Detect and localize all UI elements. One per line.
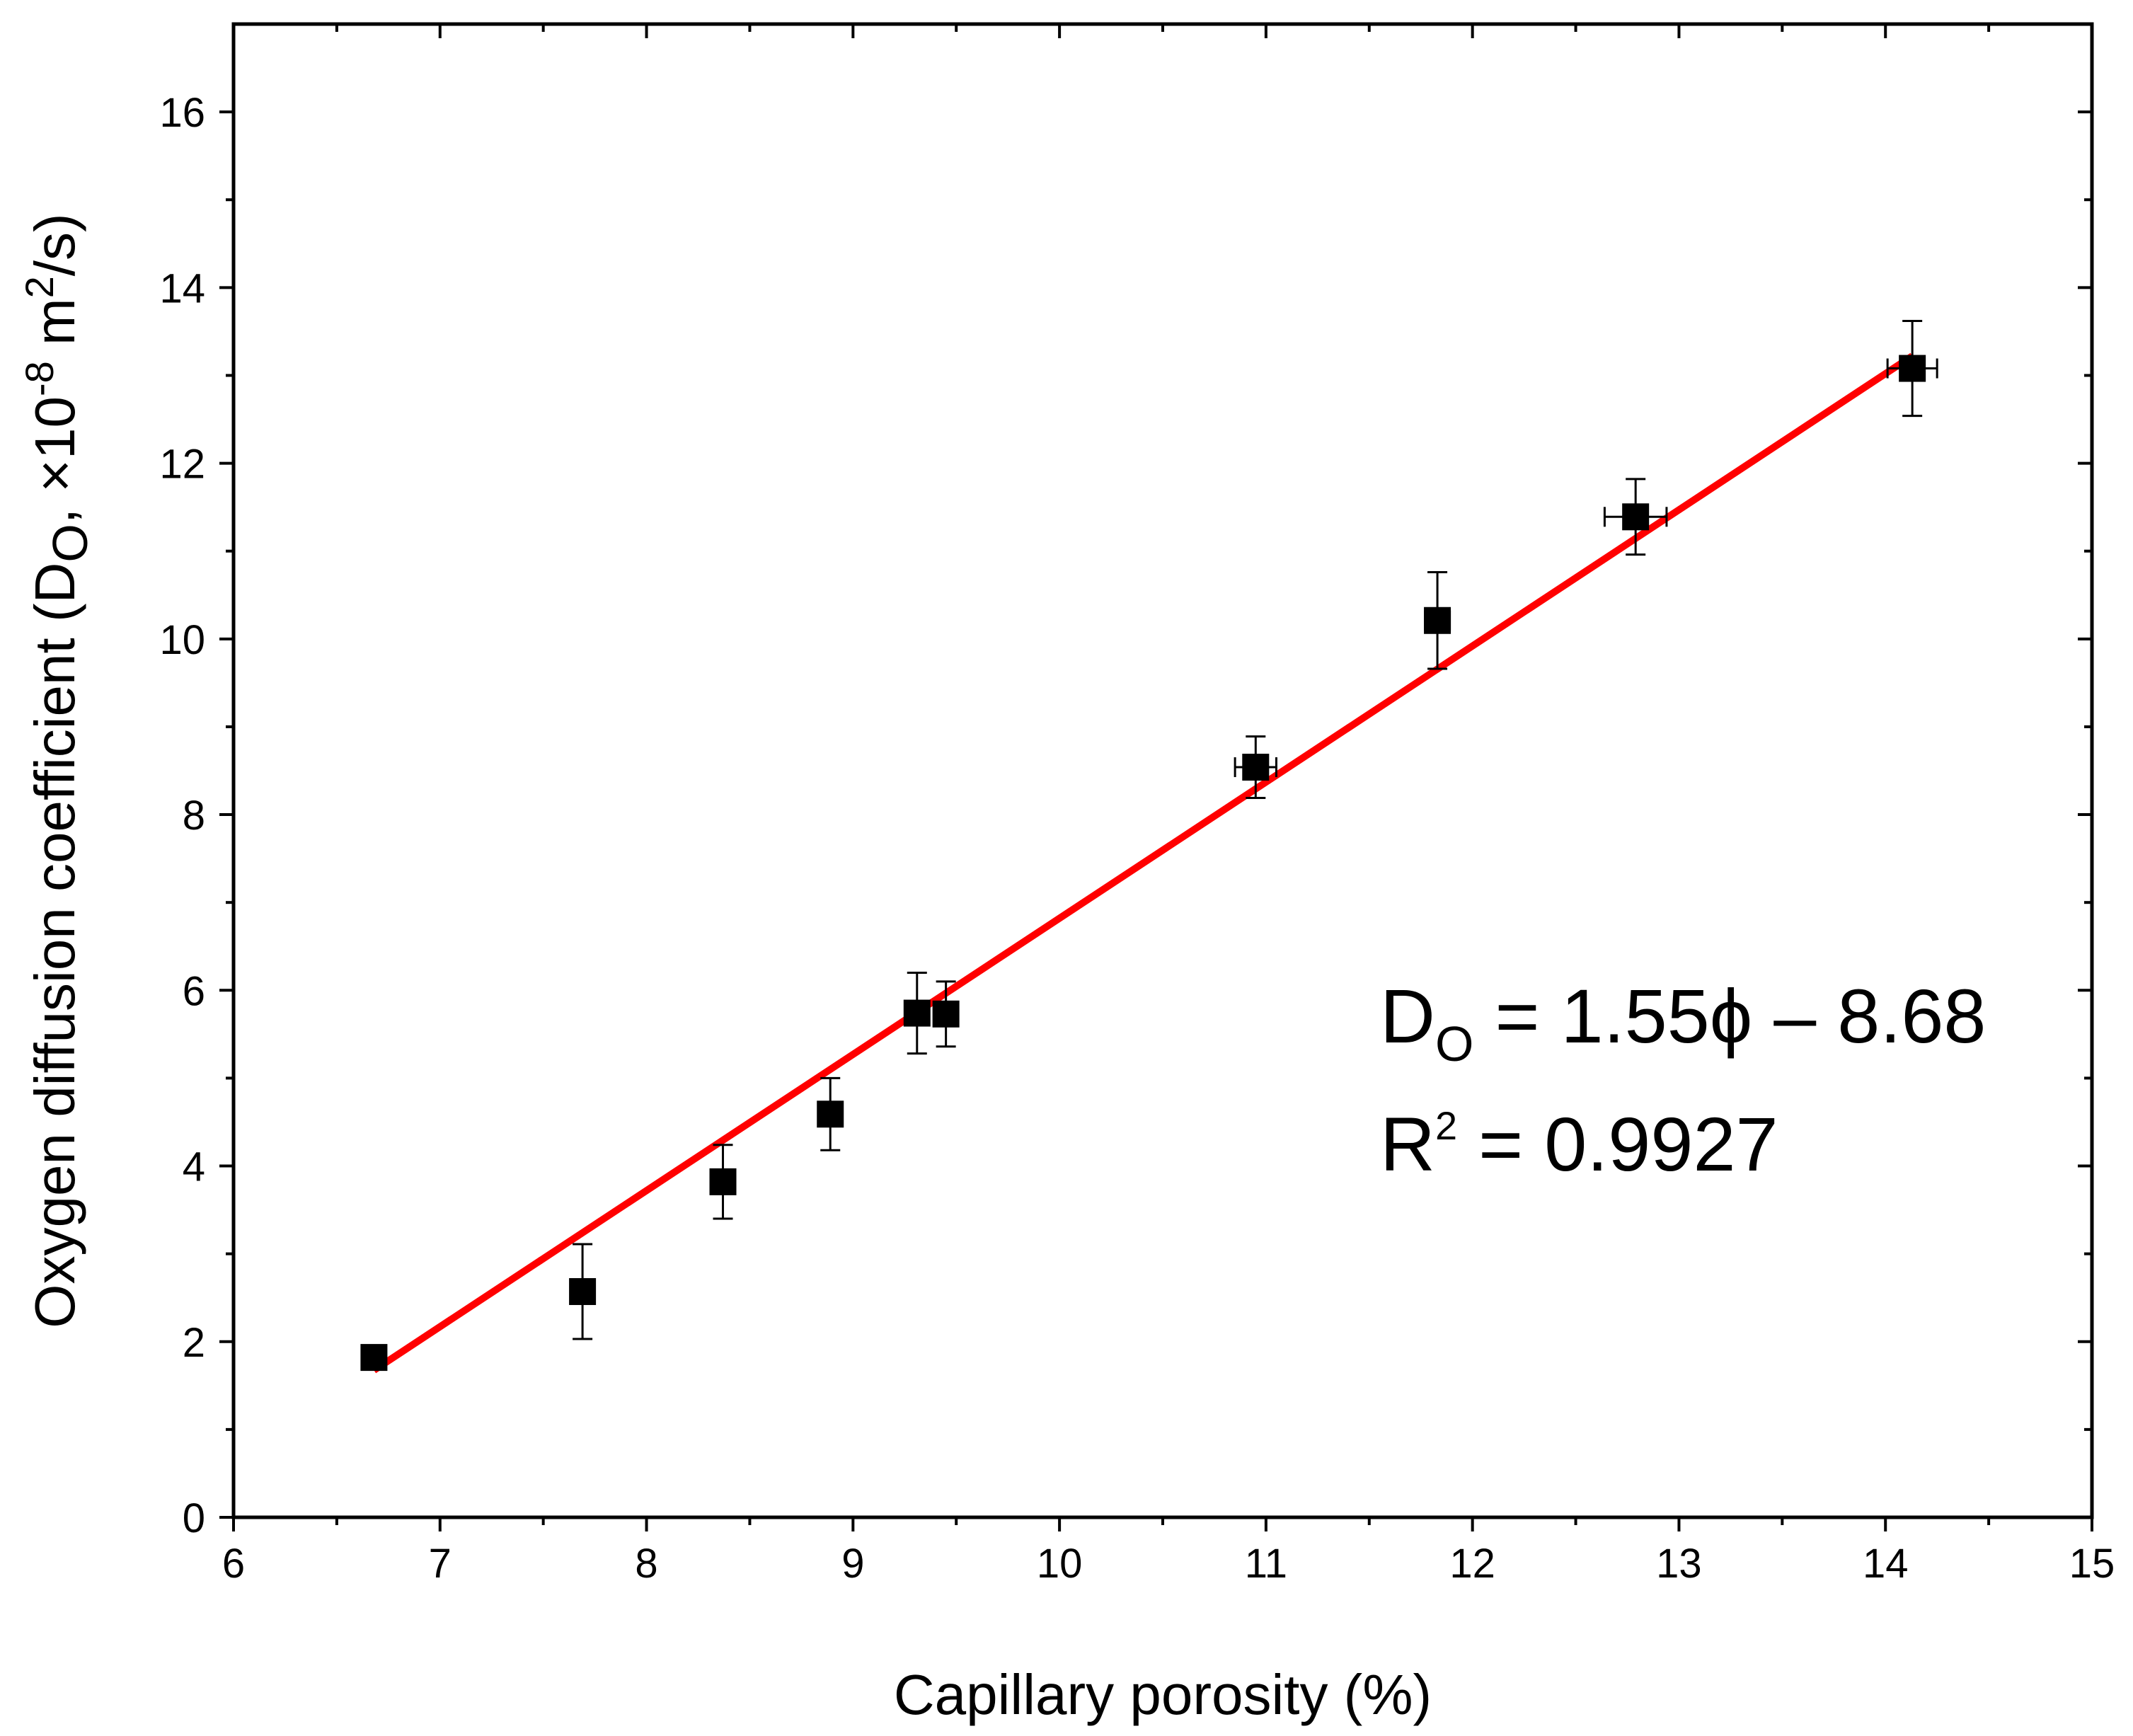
data-point	[817, 1076, 844, 1151]
y-tick-label: 10	[159, 617, 205, 663]
y-tick-label: 8	[183, 793, 205, 839]
y-axis-title-sub: O	[42, 524, 98, 562]
y-axis-title-suffix: /s)	[23, 213, 86, 276]
data-point	[932, 980, 960, 1048]
plot-frame	[231, 22, 2094, 1519]
data-marker	[903, 999, 931, 1027]
y-axis-title-prefix: Oxygen diffusion coefficient (D	[23, 563, 86, 1328]
data-point	[709, 1144, 737, 1220]
fit-r-squared-main: R	[1380, 1101, 1435, 1187]
y-axis-title-mid: , ×10	[23, 396, 86, 524]
fit-line	[372, 352, 1914, 1374]
data-marker	[360, 1344, 388, 1372]
data-point	[569, 1243, 597, 1340]
x-tick-label: 9	[841, 1541, 864, 1587]
x-tick-label: 7	[429, 1541, 452, 1587]
y-axis-title-exp: -8	[17, 361, 62, 396]
y-axis-title: Oxygen diffusion coefficient (DO, ×10-8 …	[17, 213, 98, 1328]
y-tick-label: 0	[183, 1495, 205, 1541]
data-marker	[569, 1278, 597, 1306]
y-tick-label: 14	[159, 265, 205, 311]
data-marker	[1424, 607, 1451, 634]
fit-r-squared-sup: 2	[1435, 1103, 1457, 1148]
data-point	[1234, 735, 1277, 799]
data-point	[903, 971, 931, 1055]
fit-r-squared: R2 = 0.9927	[1380, 1101, 1778, 1187]
fit-equation-main: D	[1380, 973, 1435, 1059]
y-tick-label: 2	[183, 1320, 205, 1366]
x-tick-label: 8	[635, 1541, 657, 1587]
y-tick-label: 6	[183, 968, 205, 1014]
data-point	[1886, 320, 1938, 418]
fit-equation-sub: O	[1435, 1016, 1473, 1071]
y-axis-title-unit: m	[23, 298, 86, 361]
points-layer	[360, 320, 1938, 1372]
data-point	[360, 1344, 388, 1372]
x-tick-label: 15	[2069, 1541, 2115, 1587]
y-axis-title-unit-exp: 2	[17, 276, 62, 298]
data-marker	[817, 1100, 844, 1128]
fit-layer	[372, 352, 1914, 1374]
fit-equation-rest: = 1.55ϕ – 8.68	[1473, 973, 1986, 1059]
fit-r-squared-rest: = 0.9927	[1457, 1101, 1778, 1187]
data-marker	[1622, 503, 1650, 531]
data-marker	[709, 1168, 737, 1195]
x-tick-label: 12	[1449, 1541, 1495, 1587]
x-tick-label: 14	[1863, 1541, 1909, 1587]
y-tick-label: 16	[159, 90, 205, 136]
x-tick-label: 6	[222, 1541, 245, 1587]
fit-equation: DO = 1.55ϕ – 8.68	[1380, 973, 1987, 1071]
x-tick-label: 10	[1037, 1541, 1083, 1587]
data-marker	[1242, 754, 1270, 781]
data-point	[1424, 570, 1451, 670]
data-marker	[932, 1000, 960, 1028]
x-tick-label: 13	[1656, 1541, 1702, 1587]
y-tick-label: 12	[159, 442, 205, 488]
data-point	[1603, 478, 1668, 556]
y-tick-label: 4	[183, 1144, 205, 1190]
x-tick-label: 11	[1245, 1541, 1287, 1587]
x-axis-title: Capillary porosity (%)	[894, 1663, 1432, 1726]
data-marker	[1899, 355, 1926, 382]
